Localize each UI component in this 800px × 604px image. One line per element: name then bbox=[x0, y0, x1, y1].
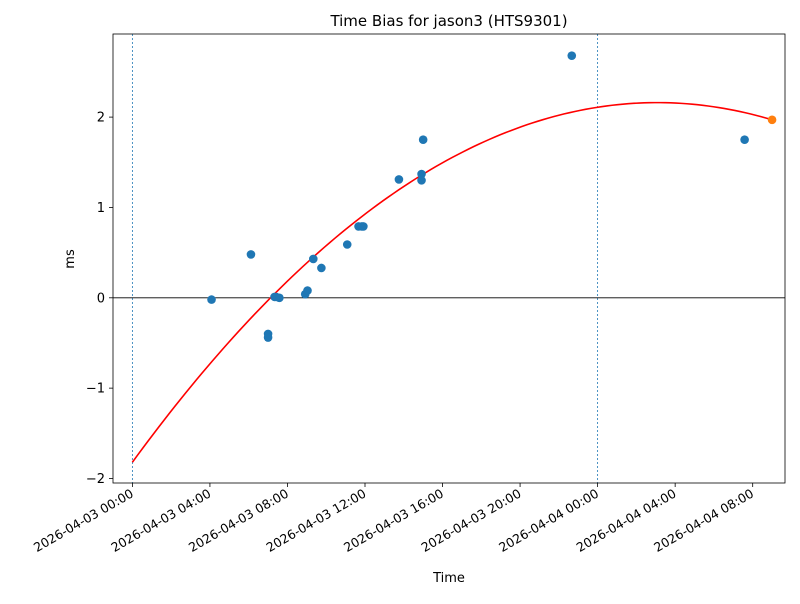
data-point bbox=[417, 169, 426, 179]
y-tick-label: 0 bbox=[97, 291, 105, 306]
reference-vlines bbox=[131, 34, 599, 483]
data-point bbox=[567, 51, 577, 60]
y-tick-label: 1 bbox=[97, 201, 105, 216]
data-point bbox=[246, 250, 256, 259]
x-axis-label: Time bbox=[432, 571, 465, 586]
data-point bbox=[275, 293, 284, 303]
y-axis-label: ms bbox=[63, 249, 78, 269]
y-tick-label: −2 bbox=[86, 472, 105, 487]
plot-frame bbox=[112, 33, 786, 484]
fit-curve-group bbox=[131, 101, 773, 463]
y-tick-label: −1 bbox=[86, 382, 105, 397]
y-tick-label: 2 bbox=[97, 111, 105, 126]
data-point bbox=[207, 295, 216, 304]
data-point bbox=[418, 135, 428, 145]
fit-curve bbox=[131, 101, 773, 463]
data-point bbox=[342, 240, 352, 249]
y-axis: −2 −1 0 1 2 bbox=[86, 111, 113, 487]
data-point bbox=[394, 175, 404, 184]
latest-point bbox=[767, 115, 777, 125]
data-point bbox=[263, 333, 273, 342]
data-point bbox=[309, 254, 318, 264]
latest-point-group bbox=[767, 115, 777, 125]
data-point bbox=[417, 176, 426, 185]
data-point bbox=[740, 135, 749, 145]
data-point bbox=[303, 286, 312, 295]
data-point bbox=[317, 263, 326, 273]
data-points bbox=[207, 51, 749, 342]
chart-title: Time Bias for jason3 (HTS9301) bbox=[329, 12, 567, 30]
data-point bbox=[359, 222, 368, 231]
